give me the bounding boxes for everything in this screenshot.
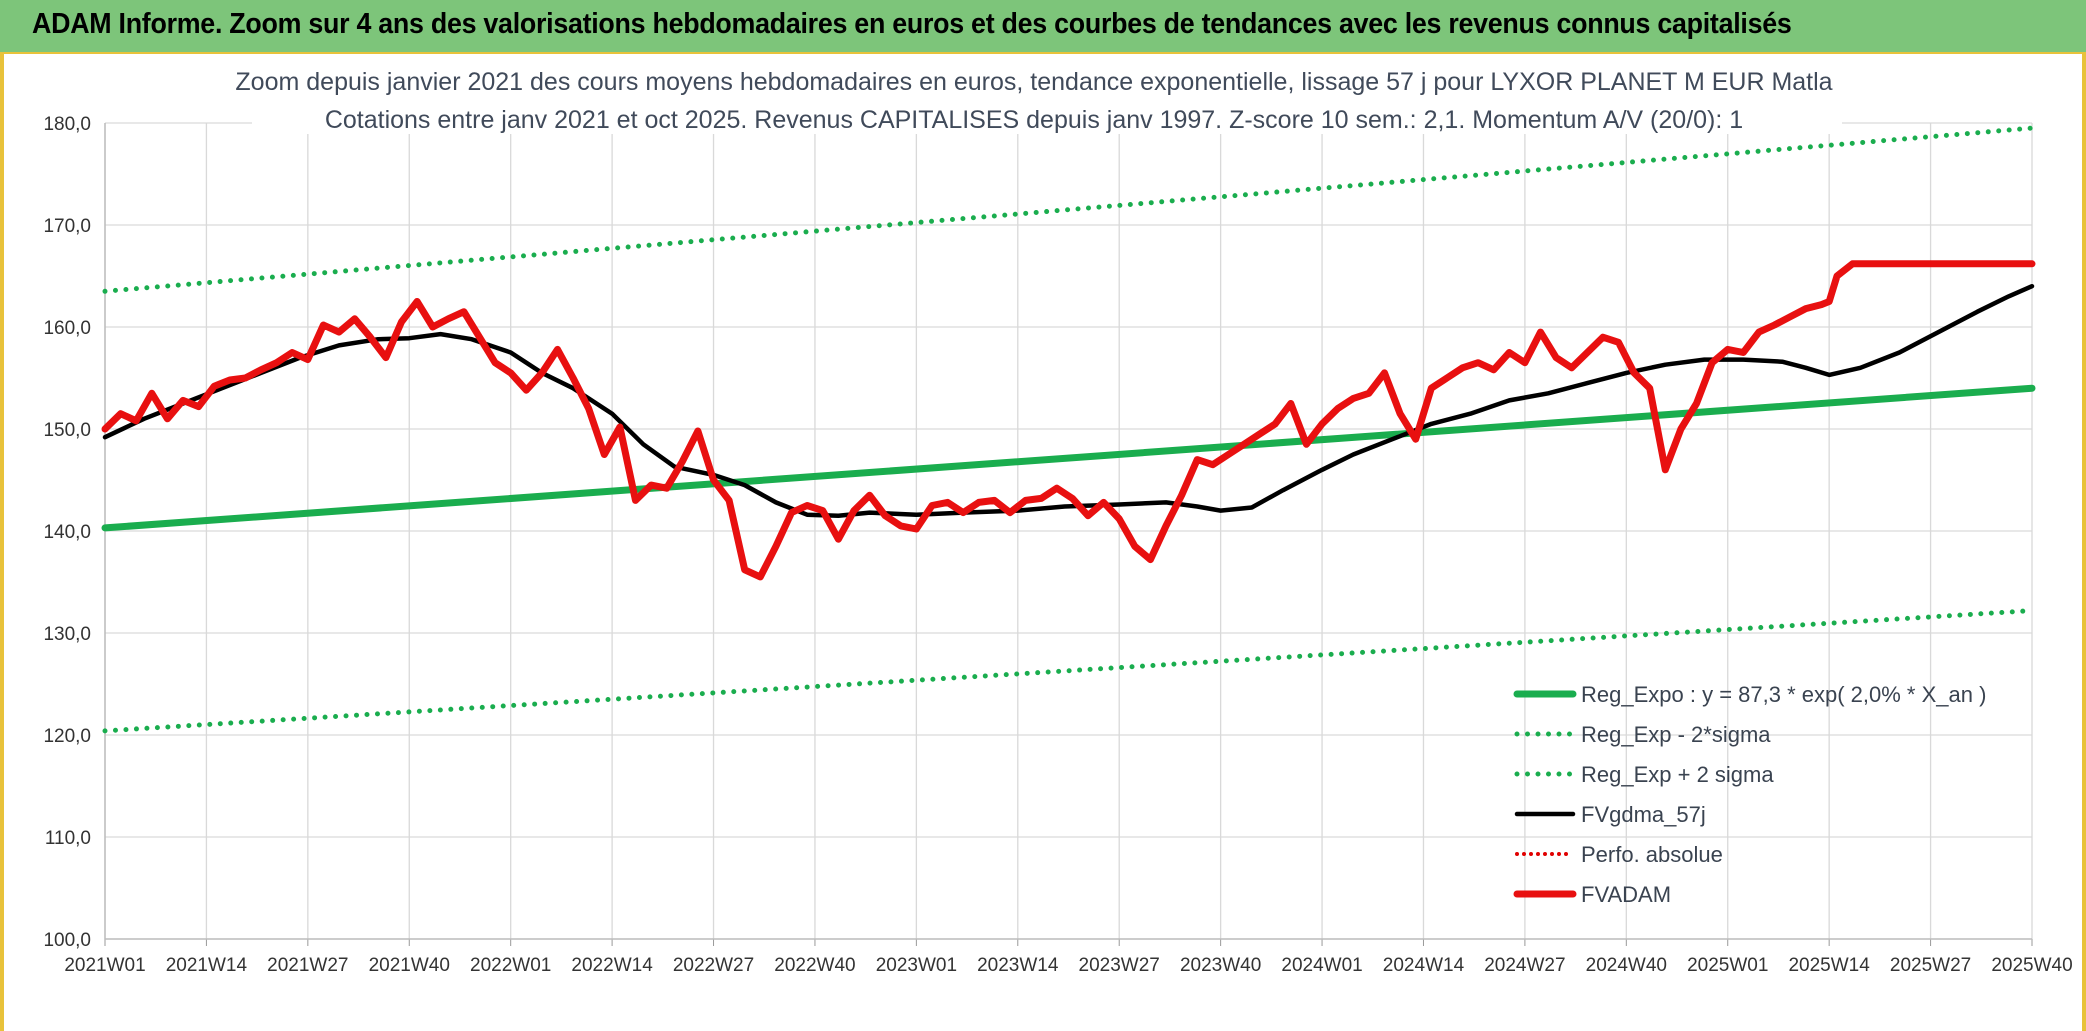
x-tick-label: 2022W40: [774, 955, 855, 976]
x-tick-label: 2023W40: [1180, 955, 1261, 976]
series-line-reg-exp-2-sigma: [102, 125, 2035, 294]
x-tick-label: 2022W27: [673, 955, 754, 976]
legend-label: Reg_Expo : y = 87,3 * exp( 2,0% * X_an ): [1581, 682, 1986, 707]
x-tick-label: 2024W27: [1484, 955, 1565, 976]
trend-chart: 100,0 110,0 120,0 130,0 140,0 150,0 160,0 170,0…: [43, 60, 2073, 976]
x-tick-label: 2024W01: [1281, 955, 1362, 976]
x-tick-label: 2023W27: [1079, 955, 1160, 976]
x-tick-label: 2025W01: [1687, 955, 1768, 976]
chart-axes: 100,0 110,0 120,0 130,0 140,0 150,0 160,0 170,0…: [43, 114, 2072, 976]
x-tick-label: 2025W40: [1991, 955, 2072, 976]
legend-label: FVADAM: [1581, 882, 1671, 907]
chart-title: Zoom depuis janvier 2021 des cours moyen…: [235, 68, 1832, 96]
x-tick-label: 2021W27: [267, 955, 348, 976]
y-tick-label: 170,0: [43, 216, 91, 237]
y-tick-label: 110,0: [45, 828, 91, 849]
y-tick-label: 150,0: [43, 420, 91, 441]
x-tick-label: 2022W14: [571, 955, 653, 976]
chart-subtitle: Cotations entre janv 2021 et oct 2025. R…: [325, 106, 1743, 134]
y-tick-label: 100,0: [43, 930, 91, 951]
x-tick-label: 2025W27: [1890, 955, 1971, 976]
legend-label: FVgdma_57j: [1581, 802, 1706, 827]
x-tick-label: 2024W14: [1383, 955, 1465, 976]
legend-label: Perfo. absolue: [1581, 842, 1723, 867]
x-tick-label: 2025W14: [1788, 955, 1870, 976]
chart-series: [101, 125, 2036, 734]
x-tick-label: 2021W40: [369, 955, 450, 976]
series-line-fvgdma-57j: [102, 283, 2035, 518]
x-tick-label: 2023W01: [876, 955, 957, 976]
y-tick-label: 140,0: [43, 522, 91, 543]
y-tick-label: 130,0: [43, 624, 91, 645]
y-tick-label: 160,0: [43, 318, 91, 339]
chart-frame: 100,0 110,0 120,0 130,0 140,0 150,0 160,0 170,0…: [0, 54, 2086, 1031]
y-tick-label: 180,0: [43, 114, 91, 135]
legend-label: Reg_Exp - 2*sigma: [1581, 722, 1771, 747]
y-tick-label: 120,0: [43, 726, 91, 747]
chart-grid: [104, 122, 2033, 940]
x-tick-label: 2021W14: [166, 955, 248, 976]
x-tick-label: 2022W01: [470, 955, 551, 976]
x-tick-label: 2023W14: [977, 955, 1059, 976]
series-line-fvadam: [101, 260, 2036, 581]
x-tick-label: 2024W40: [1586, 955, 1667, 976]
series-line-reg-expo-y-87-3-exp-2-0-x-an: [101, 384, 2036, 532]
chart-titles: Zoom depuis janvier 2021 des cours moyen…: [235, 60, 1842, 134]
x-tick-label: 2021W01: [64, 955, 145, 976]
banner-title: ADAM Informe. Zoom sur 4 ans des valoris…: [32, 8, 1792, 40]
chart-legend: Reg_Expo : y = 87,3 * exp( 2,0% * X_an )…: [1513, 682, 1986, 907]
report-banner: ADAM Informe. Zoom sur 4 ans des valoris…: [0, 0, 2086, 54]
series-line-reg-exp-2-sigma: [102, 608, 2035, 734]
legend-label: Reg_Exp + 2 sigma: [1581, 762, 1774, 787]
